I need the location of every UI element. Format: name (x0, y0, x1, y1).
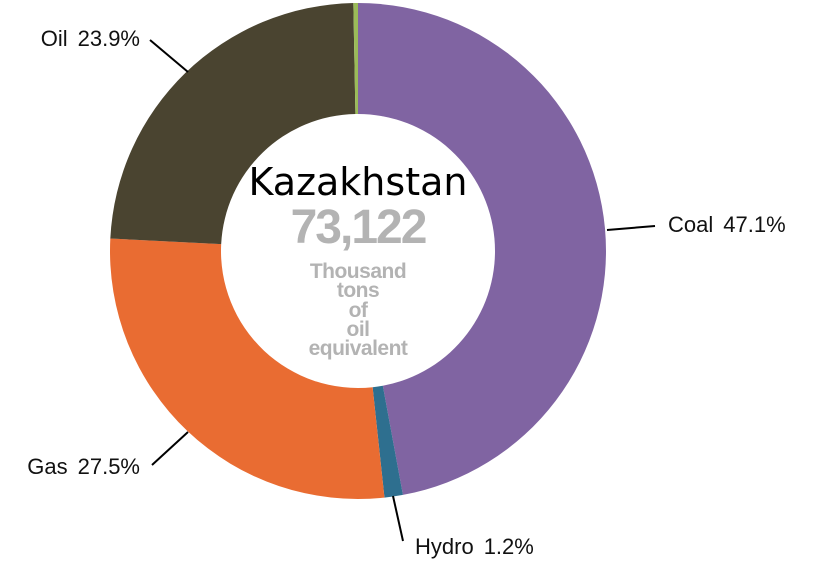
segment-label: Gas 27.5% (27, 454, 140, 479)
donut-segment (110, 3, 356, 245)
leader-line (392, 495, 404, 542)
segment-label: Oil 23.9% (41, 26, 140, 51)
donut-segment (353, 3, 358, 115)
segment-name: Gas (27, 454, 67, 479)
segment-name: Hydro (415, 534, 474, 559)
segment-value: 47.1% (723, 212, 785, 237)
chart-title: Kazakhstan (248, 160, 468, 204)
leader-line (149, 39, 189, 73)
segment-value: 23.9% (78, 26, 140, 51)
donut-segment (110, 238, 385, 500)
unit-label: Thousand tons of oil equivalent (308, 260, 408, 361)
segment-label: Coal 47.1% (668, 212, 786, 237)
total-value: 73,122 (290, 201, 428, 254)
segment-name: Oil (41, 26, 68, 51)
leader-line (606, 225, 656, 231)
segment-value: 1.2% (484, 534, 534, 559)
donut-segment (372, 385, 403, 498)
segment-label: Hydro 1.2% (415, 534, 534, 559)
donut-segment (358, 3, 606, 495)
segment-value: 27.5% (78, 454, 140, 479)
segment-name: Coal (668, 212, 713, 237)
leader-line (151, 431, 189, 466)
